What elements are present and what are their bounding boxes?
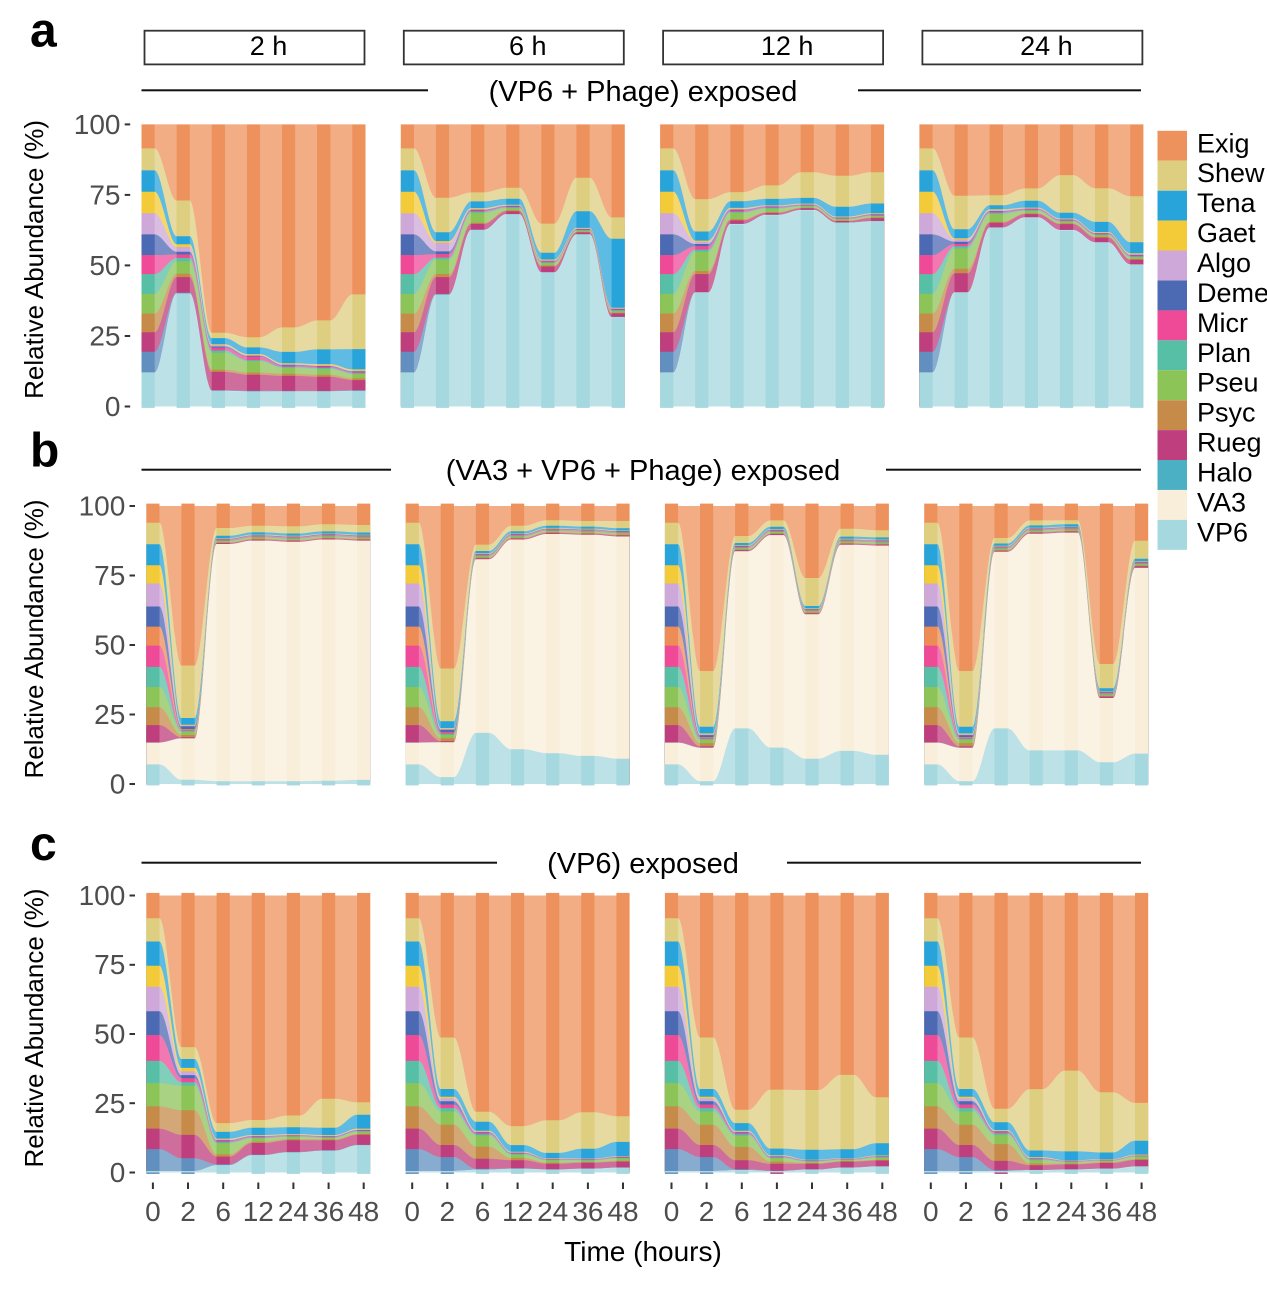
svg-text:2: 2 (699, 1196, 715, 1227)
svg-text:2: 2 (958, 1196, 974, 1227)
svg-text:Exig: Exig (1197, 128, 1250, 158)
svg-text:100: 100 (79, 880, 126, 911)
svg-text:36: 36 (572, 1196, 603, 1227)
svg-text:Algo: Algo (1197, 248, 1251, 278)
svg-text:Shew: Shew (1197, 158, 1265, 188)
svg-text:Time (hours): Time (hours) (564, 1236, 722, 1267)
svg-text:25: 25 (94, 1088, 125, 1119)
svg-text:Psyc: Psyc (1197, 398, 1256, 428)
svg-text:50: 50 (94, 1019, 125, 1050)
svg-text:6: 6 (215, 1196, 231, 1227)
svg-text:24 h: 24 h (1020, 31, 1073, 61)
svg-text:12: 12 (1021, 1196, 1052, 1227)
svg-text:36: 36 (313, 1196, 344, 1227)
svg-text:75: 75 (94, 949, 125, 980)
svg-text:Deme: Deme (1197, 278, 1267, 308)
svg-text:VA3: VA3 (1197, 488, 1246, 518)
svg-text:0: 0 (664, 1196, 680, 1227)
svg-text:50: 50 (94, 630, 125, 661)
svg-text:0: 0 (105, 391, 121, 422)
svg-text:b: b (30, 425, 59, 478)
svg-text:100: 100 (74, 109, 121, 140)
svg-text:6: 6 (475, 1196, 491, 1227)
svg-text:12: 12 (502, 1196, 533, 1227)
svg-text:36: 36 (832, 1196, 863, 1227)
svg-text:48: 48 (867, 1196, 898, 1227)
svg-text:0: 0 (110, 1157, 126, 1188)
svg-text:0: 0 (145, 1196, 161, 1227)
svg-text:100: 100 (79, 491, 126, 522)
svg-text:(VA3 + VP6 + Phage) exposed: (VA3 + VP6 + Phage) exposed (446, 455, 840, 487)
svg-text:0: 0 (404, 1196, 420, 1227)
svg-text:6: 6 (734, 1196, 750, 1227)
svg-text:Pseu: Pseu (1197, 368, 1259, 398)
svg-text:0: 0 (923, 1196, 939, 1227)
svg-text:24: 24 (1056, 1196, 1087, 1227)
svg-text:24: 24 (537, 1196, 568, 1227)
svg-text:2: 2 (180, 1196, 196, 1227)
svg-text:(VP6 + Phage) exposed: (VP6 + Phage) exposed (489, 76, 798, 108)
svg-text:75: 75 (94, 560, 125, 591)
svg-text:Halo: Halo (1197, 458, 1253, 488)
svg-text:Micr: Micr (1197, 308, 1248, 338)
svg-text:48: 48 (348, 1196, 379, 1227)
svg-text:Relative Abundance (%): Relative Abundance (%) (19, 500, 49, 779)
svg-text:Tena: Tena (1197, 188, 1257, 218)
svg-text:VP6: VP6 (1197, 517, 1248, 547)
svg-text:2: 2 (440, 1196, 456, 1227)
svg-text:12 h: 12 h (761, 31, 814, 61)
svg-text:Plan: Plan (1197, 338, 1251, 368)
svg-text:50: 50 (89, 250, 120, 281)
svg-text:Gaet: Gaet (1197, 218, 1256, 248)
svg-text:48: 48 (1126, 1196, 1157, 1227)
svg-text:(VP6) exposed: (VP6) exposed (547, 848, 739, 880)
svg-text:24: 24 (796, 1196, 827, 1227)
svg-text:a: a (30, 5, 57, 58)
svg-text:Relative Abundance (%): Relative Abundance (%) (19, 889, 49, 1168)
svg-text:75: 75 (89, 179, 120, 210)
svg-text:6: 6 (993, 1196, 1009, 1227)
svg-text:Relative Abundance (%): Relative Abundance (%) (19, 120, 49, 399)
svg-text:6 h: 6 h (509, 31, 547, 61)
svg-text:25: 25 (94, 699, 125, 730)
svg-text:Rueg: Rueg (1197, 428, 1262, 458)
svg-text:12: 12 (243, 1196, 274, 1227)
svg-text:25: 25 (89, 321, 120, 352)
svg-text:36: 36 (1091, 1196, 1122, 1227)
svg-text:2 h: 2 h (250, 31, 288, 61)
svg-text:0: 0 (110, 769, 126, 800)
svg-text:48: 48 (607, 1196, 638, 1227)
svg-text:24: 24 (278, 1196, 309, 1227)
svg-text:c: c (30, 818, 57, 871)
svg-text:12: 12 (761, 1196, 792, 1227)
